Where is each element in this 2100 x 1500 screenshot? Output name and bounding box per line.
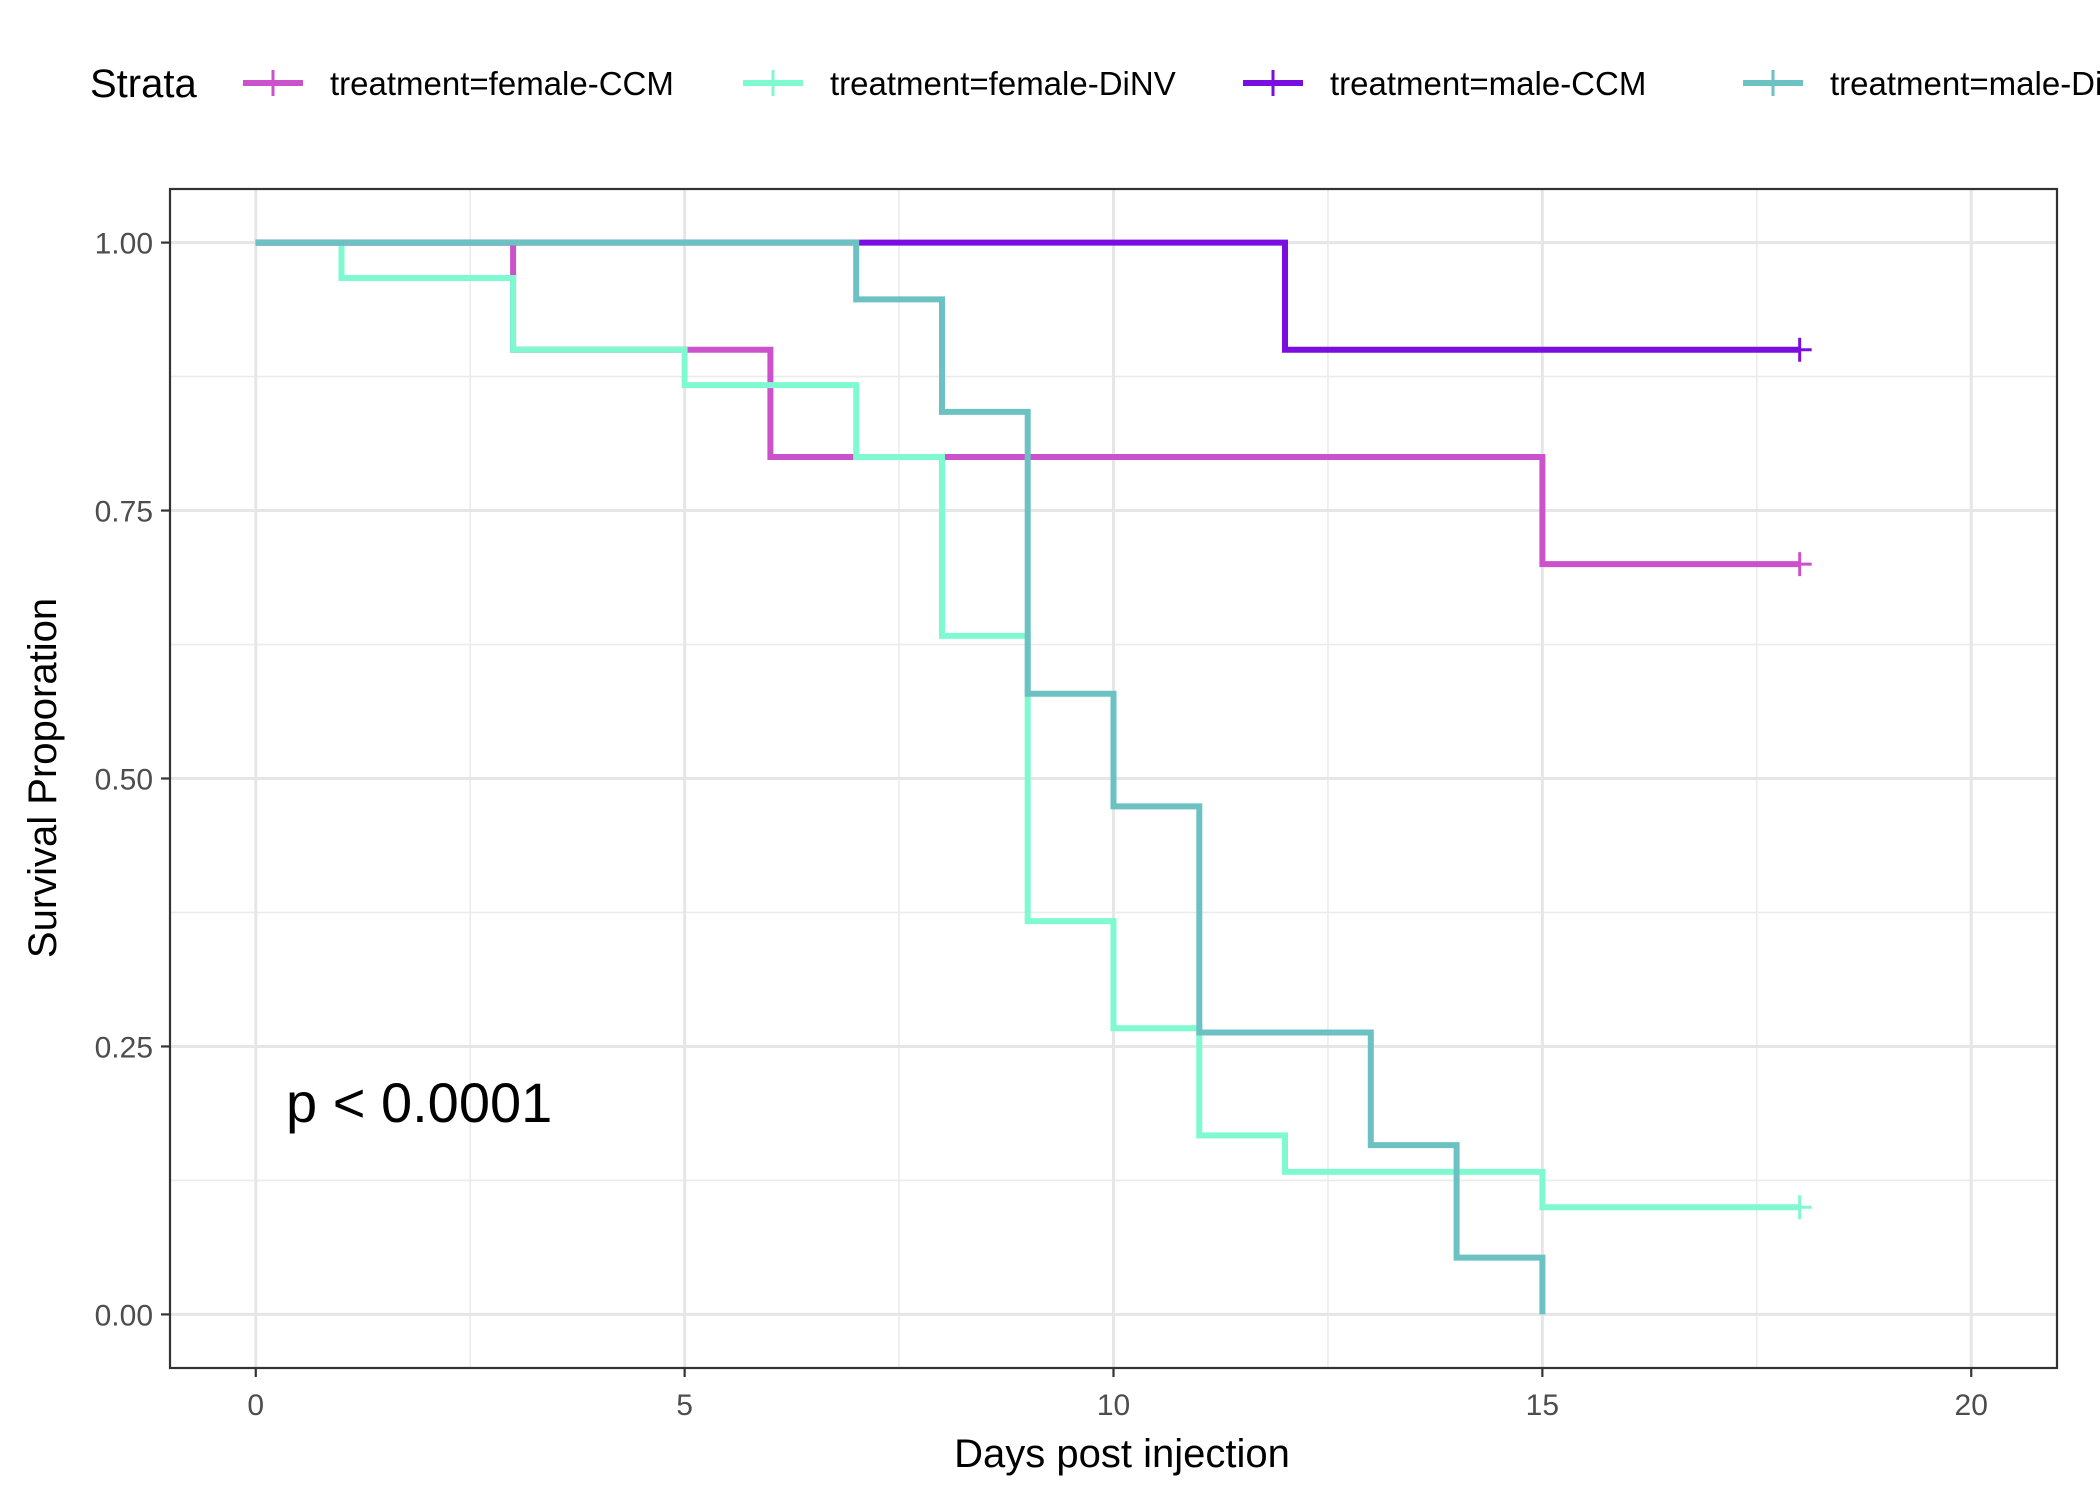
series-line-2 [255, 239, 1800, 1211]
series-lines [255, 239, 1812, 1315]
x-axis-title: Days post injection [954, 1432, 1290, 1476]
x-tick-label: 15 [1526, 1389, 1559, 1422]
p-value-annotation: p < 0.0001 [286, 1071, 552, 1134]
y-axis-title: Survival Proporation [21, 598, 65, 958]
legend-label: treatment=male-Di [1830, 65, 2100, 102]
series-line-1 [255, 239, 1800, 568]
legend-label: treatment=male-CCM [1330, 65, 1646, 102]
y-tick-label: 0.75 [95, 496, 153, 529]
y-tick-label: 0.25 [95, 1031, 153, 1064]
legend-label: treatment=female-CCM [330, 65, 674, 102]
x-axis: 0 5 10 15 20 [247, 1368, 1988, 1422]
x-tick-label: 10 [1097, 1389, 1130, 1422]
legend-label: treatment=female-DiNV [830, 65, 1176, 102]
y-tick-label: 0.00 [95, 1299, 153, 1332]
y-axis: 0.00 0.25 0.50 0.75 1.00 [95, 228, 170, 1332]
legend-title: Strata [90, 62, 197, 106]
x-tick-label: 0 [247, 1389, 264, 1422]
y-tick-label: 1.00 [95, 228, 153, 261]
legend: Strata treatment=female-CCM treatment=fem… [90, 62, 2100, 106]
series-line-4 [255, 239, 1546, 1315]
x-tick-label: 5 [676, 1389, 693, 1422]
x-tick-label: 20 [1955, 1389, 1988, 1422]
y-tick-label: 0.50 [95, 764, 153, 797]
